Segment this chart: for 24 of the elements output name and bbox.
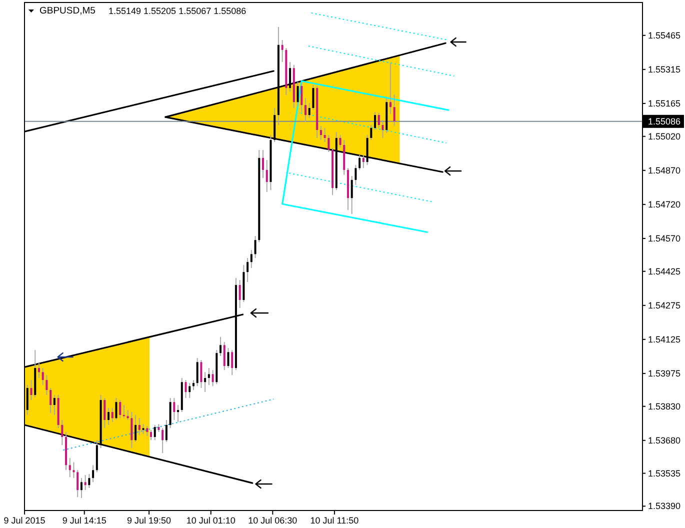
y-tick-label: 1.53680 [648,435,681,446]
y-tick-label: 1.54720 [648,199,681,210]
y-tick-label: 1.53830 [648,401,681,412]
y-tick-label: 1.54275 [648,300,681,310]
x-tick-label: 9 Jul 2015 [4,516,46,526]
chart-title: GBPUSD,M5 [40,6,96,16]
x-tick-label: 10 Jul 06:30 [248,516,298,526]
x-tick-label: 9 Jul 14:15 [62,516,106,526]
y-tick-label: 1.54570 [648,233,681,244]
y-tick-label: 1.53390 [648,501,681,512]
y-tick-label: 1.53535 [648,468,681,478]
y-tick-label: 1.53975 [648,368,681,378]
y-tick-label: 1.55165 [648,98,681,108]
y-tick-label: 1.55465 [648,30,681,40]
ref-line-label: 1.55086 [648,116,681,126]
x-tick-label: 10 Jul 01:10 [186,516,236,526]
chart-subtitle: 1.55149 1.55205 1.55067 1.55086 [108,6,246,16]
y-tick-label: 1.55020 [648,131,681,142]
x-tick-label: 9 Jul 19:50 [127,516,172,526]
y-tick-label: 1.54870 [648,165,681,176]
x-tick-label: 10 Jul 11:50 [310,516,359,526]
y-tick-label: 1.54425 [648,266,681,276]
y-tick-label: 1.55315 [648,64,681,74]
y-tick-label: 1.54125 [648,334,681,344]
